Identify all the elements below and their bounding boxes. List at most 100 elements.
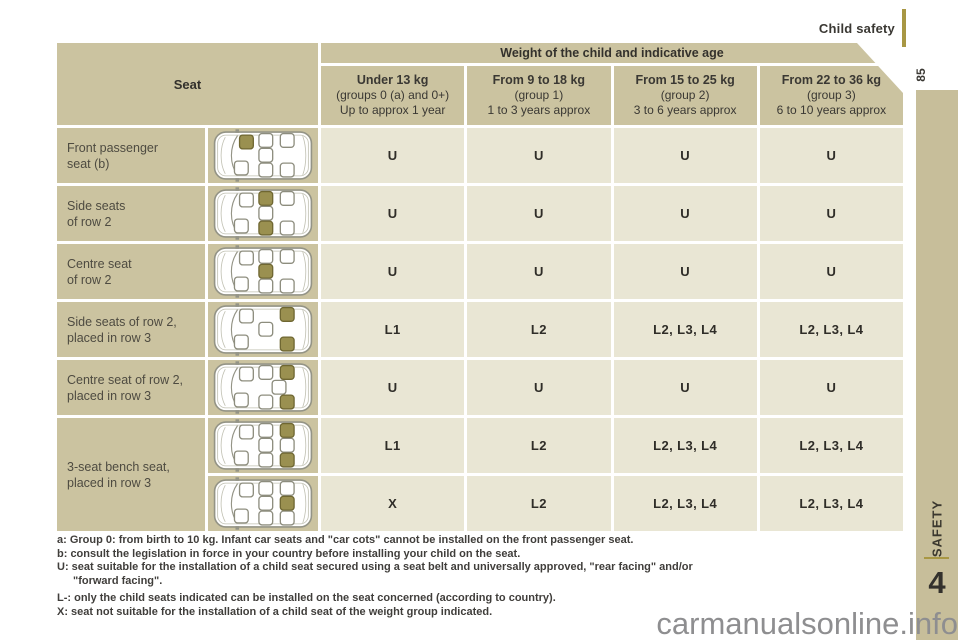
- seat-diagram-cell: [208, 244, 318, 299]
- column-title: From 9 to 18 kg: [492, 73, 586, 87]
- seat: [259, 250, 273, 264]
- compatibility-value: L1: [321, 418, 464, 473]
- seat: [259, 511, 273, 525]
- compatibility-value: X: [321, 476, 464, 531]
- seat: [234, 335, 248, 349]
- compatibility-value: U: [321, 360, 464, 415]
- seat: [234, 277, 248, 291]
- compatibility-value: L2, L3, L4: [614, 476, 757, 531]
- page-number: 85: [914, 68, 928, 82]
- car-seat-diagram: [212, 477, 314, 530]
- seat: [240, 425, 254, 439]
- highlighted-seat: [280, 337, 294, 351]
- seat: [240, 483, 254, 497]
- page-title: Child safety: [818, 20, 895, 36]
- column-header-15-25kg: From 15 to 25 kg (group 2) 3 to 6 years …: [614, 66, 757, 125]
- seat-diagram-cell: [208, 186, 318, 241]
- seat: [259, 148, 273, 162]
- compatibility-value: L2, L3, L4: [760, 302, 903, 357]
- seat: [259, 496, 273, 510]
- compatibility-value: L2, L3, L4: [614, 418, 757, 473]
- seat-row-label: Side seats of row 2, placed in row 3: [57, 302, 205, 357]
- car-seat-diagram: [212, 187, 314, 240]
- column-title: From 22 to 36 kg: [781, 73, 882, 87]
- seat: [259, 322, 273, 336]
- compatibility-value: U: [614, 244, 757, 299]
- seat-diagram-cell: [208, 360, 318, 415]
- seat-row-label: Centre seat of row 2: [57, 244, 205, 299]
- compatibility-value: U: [760, 186, 903, 241]
- seat-diagram-cell: [208, 128, 318, 183]
- seat-row-label: Front passenger seat (b): [57, 128, 205, 183]
- footnotes: a: Group 0: from birth to 10 kg. Infant …: [57, 534, 909, 619]
- highlighted-seat: [280, 395, 294, 409]
- seat: [234, 161, 248, 175]
- highlighted-seat: [259, 264, 273, 278]
- footnote-line: L-: only the child seats indicated can b…: [57, 592, 556, 604]
- compatibility-value: U: [614, 360, 757, 415]
- seat-column-header: Seat: [57, 43, 318, 125]
- section-tab: SAFETY 4: [916, 90, 958, 640]
- highlighted-seat: [259, 192, 273, 206]
- column-age-range: 1 to 3 years approx: [487, 103, 591, 117]
- compatibility-value: U: [321, 128, 464, 183]
- car-seat-diagram: [212, 361, 314, 414]
- car-seat-diagram: [212, 245, 314, 298]
- footnote-line: U: seat suitable for the installation of…: [57, 561, 693, 573]
- weight-group-header: Weight of the child and indicative age: [321, 43, 903, 63]
- seat: [280, 250, 294, 264]
- column-subtitle: (group 1): [514, 88, 564, 102]
- column-age-range: Up to approx 1 year: [339, 103, 446, 117]
- compatibility-value: L2, L3, L4: [614, 302, 757, 357]
- footnote-line: b: consult the legislation in force in y…: [57, 547, 521, 560]
- compatibility-value: L2: [467, 302, 610, 357]
- compatibility-value: U: [467, 186, 610, 241]
- compatibility-value: U: [467, 128, 610, 183]
- seat: [272, 380, 286, 394]
- compatibility-value: U: [760, 360, 903, 415]
- seat: [259, 134, 273, 148]
- column-title: Under 13 kg: [356, 73, 429, 87]
- highlighted-seat: [280, 308, 294, 322]
- seat: [280, 163, 294, 177]
- chapter-number: 4: [928, 565, 946, 600]
- column-age-range: 6 to 10 years approx: [776, 103, 887, 117]
- seat: [280, 134, 294, 148]
- seat: [259, 366, 273, 380]
- seat: [234, 509, 248, 523]
- seat: [259, 163, 273, 177]
- seat: [240, 309, 254, 323]
- column-subtitle: (groups 0 (a) and 0+): [336, 88, 450, 102]
- highlighted-seat: [240, 135, 254, 149]
- car-seat-diagram: [212, 129, 314, 182]
- seat: [259, 424, 273, 438]
- highlighted-seat: [280, 366, 294, 380]
- column-title: From 15 to 25 kg: [635, 73, 735, 87]
- seat-row-label: Side seats of row 2: [57, 186, 205, 241]
- compatibility-value: U: [321, 244, 464, 299]
- seat: [234, 393, 248, 407]
- compatibility-value: L2: [467, 418, 610, 473]
- page-header: Child safety: [0, 8, 906, 48]
- compatibility-value: L1: [321, 302, 464, 357]
- seat-diagram-cell: [208, 476, 318, 531]
- seat: [240, 251, 254, 265]
- child-seat-table-grid: Seat Weight of the child and indicative …: [57, 43, 903, 531]
- seat: [280, 221, 294, 235]
- seat: [259, 438, 273, 452]
- footnote-line: "forward facing".: [73, 574, 163, 587]
- compatibility-value: U: [760, 128, 903, 183]
- seat: [240, 193, 254, 207]
- column-age-range: 3 to 6 years approx: [633, 103, 737, 117]
- column-subtitle: (group 3): [807, 88, 856, 102]
- car-seat-diagram: [212, 419, 314, 472]
- seat: [259, 206, 273, 220]
- seat-row-label: Centre seat of row 2, placed in row 3: [57, 360, 205, 415]
- seat: [259, 279, 273, 293]
- column-header-22-36kg: From 22 to 36 kg (group 3) 6 to 10 years…: [760, 66, 903, 125]
- compatibility-value: L2: [467, 476, 610, 531]
- child-seat-table: Seat Weight of the child and indicative …: [57, 43, 903, 531]
- compatibility-value: U: [614, 186, 757, 241]
- compatibility-value: L2, L3, L4: [760, 476, 903, 531]
